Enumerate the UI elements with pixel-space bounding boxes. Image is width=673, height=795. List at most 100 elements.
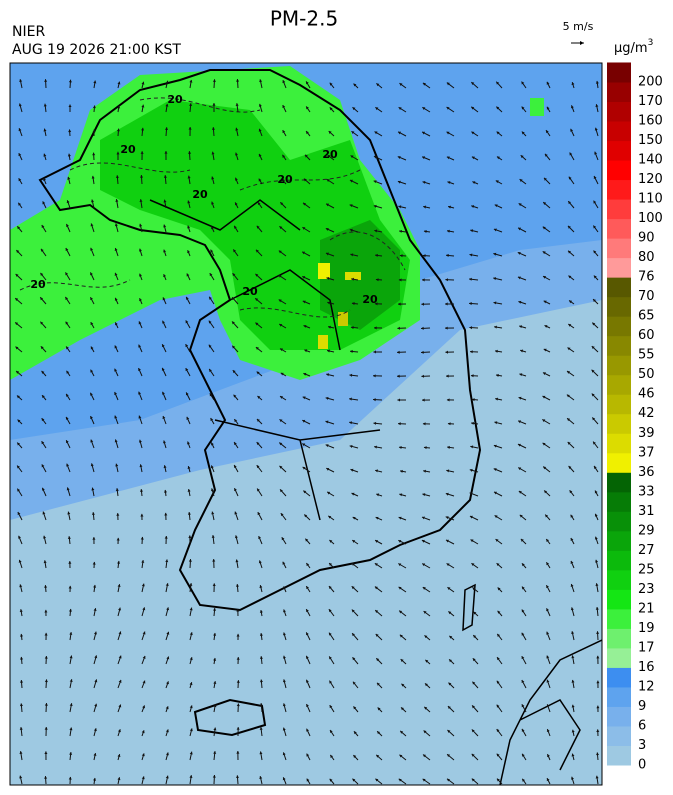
wind-arrow-head: [373, 350, 376, 354]
wind-arrow-head: [117, 754, 121, 758]
wind-arrow-head: [44, 751, 48, 754]
wind-arrow-head: [522, 753, 525, 757]
wind-arrow-head: [422, 587, 426, 590]
wind-arrow-head: [114, 391, 118, 395]
wind-arrow-head: [210, 249, 214, 253]
wind-arrow-head: [93, 778, 97, 781]
wind-arrow-head: [90, 272, 93, 276]
island: [193, 698, 267, 737]
wind-arrow-head: [400, 469, 403, 473]
wind-arrow-head: [91, 199, 95, 203]
wind-arrow-head: [353, 755, 357, 758]
wind-arrow-head: [351, 492, 355, 496]
wind-arrow-head: [594, 465, 597, 469]
wind-arrow-head: [66, 487, 70, 491]
wind-arrow-head: [94, 679, 98, 683]
wind-arrow-head: [423, 205, 427, 209]
wind-arrow-head: [209, 368, 212, 372]
wind-arrow-head: [211, 151, 215, 155]
wind-arrow-head: [397, 350, 400, 354]
wind-arrow-head: [571, 631, 575, 635]
wind-arrow-head: [278, 299, 282, 303]
wind-arrow-head: [448, 205, 451, 209]
wind-arrow-head: [163, 175, 167, 178]
wind-arrow-head: [471, 729, 475, 733]
wind-arrow-head: [595, 583, 599, 587]
wind-arrow-head: [306, 753, 310, 757]
wind-arrow-head: [278, 275, 282, 278]
wind-arrow-head: [44, 776, 48, 779]
wind-arrow-head: [594, 127, 598, 131]
wind-arrow-head: [213, 727, 217, 731]
wind-arrow-head: [139, 273, 142, 277]
wind-arrow-head: [91, 512, 95, 515]
wind-arrow-head: [117, 729, 121, 733]
wind-arrow-head: [351, 302, 355, 306]
wind-arrow-head: [421, 302, 424, 306]
wind-arrow-head: [493, 301, 497, 305]
unit-label: μg/m3: [614, 38, 653, 56]
wind-arrow-head: [325, 228, 329, 231]
wind-arrow-head: [66, 393, 69, 397]
wind-arrow-head: [519, 373, 523, 377]
wind-arrow-head: [302, 443, 306, 447]
wind-arrow-head: [279, 226, 283, 230]
wind-arrow-head: [165, 80, 169, 84]
wind-arrow-head: [352, 657, 356, 661]
wind-arrow-head: [545, 130, 549, 134]
map-frame: [9, 62, 603, 786]
wind-arrow-head: [282, 130, 286, 134]
wind-arrow-head: [398, 563, 402, 567]
wind-arrow-head: [496, 373, 499, 377]
wind-arrow-head: [495, 539, 499, 542]
wind-arrow-head: [543, 348, 547, 352]
colorbar-segment: [607, 472, 631, 493]
wind-arrow-head: [546, 655, 550, 659]
wind-arrow-head: [68, 585, 72, 589]
wind-arrow-head: [328, 609, 332, 613]
wind-arrow-head: [282, 80, 286, 84]
wind-arrow-head: [139, 464, 143, 468]
colorbar-label: 37: [638, 445, 655, 460]
wind-arrow-head: [90, 247, 94, 251]
wind-arrow-head: [446, 398, 450, 402]
colorbar-segment: [607, 725, 631, 746]
wind-arrow-head: [494, 491, 497, 495]
wind-arrow-head: [302, 227, 306, 230]
wind-arrow-head: [350, 253, 354, 257]
wind-arrow-head: [138, 321, 142, 325]
colorbar-segment: [607, 608, 631, 629]
wind-arrow-head: [41, 370, 45, 374]
wind-arrow-head: [376, 682, 380, 686]
wind-arrow-head: [518, 227, 522, 231]
wind-arrow-head: [44, 79, 48, 82]
wind-arrow-head: [43, 103, 47, 107]
wind-arrow-head: [546, 778, 550, 782]
wind-arrow-head: [91, 487, 95, 491]
wind-arrow-head: [138, 368, 141, 372]
wind-arrow-head: [376, 658, 380, 662]
wind-arrow-head: [166, 656, 170, 660]
wind-arrow-head: [44, 679, 48, 683]
wind-arrow-head: [187, 175, 191, 179]
wind-arrow-head: [470, 350, 473, 354]
wind-arrow-head: [303, 372, 307, 376]
contour-line: [19, 97, 406, 318]
wind-arrow-head: [189, 657, 193, 661]
wind-arrow-head: [471, 205, 475, 209]
wind-arrow-head: [66, 370, 70, 374]
colorbar-label: 27: [638, 543, 655, 558]
wind-arrow-head: [493, 444, 497, 448]
wind-arrow-head: [187, 441, 190, 445]
wind-arrow-head: [496, 81, 500, 85]
wind-arrow-head: [162, 416, 166, 419]
wind-arrow-head: [424, 706, 428, 710]
wind-arrow-head: [234, 511, 238, 515]
wind-arrow-head: [236, 727, 240, 730]
wind-arrow-head: [542, 442, 546, 446]
wind-arrow-head: [166, 631, 170, 635]
wind-arrow-head: [592, 322, 596, 326]
wind-arrow-head: [329, 107, 333, 111]
wind-arrow-head: [519, 325, 523, 329]
wind-arrow-head: [497, 610, 501, 614]
